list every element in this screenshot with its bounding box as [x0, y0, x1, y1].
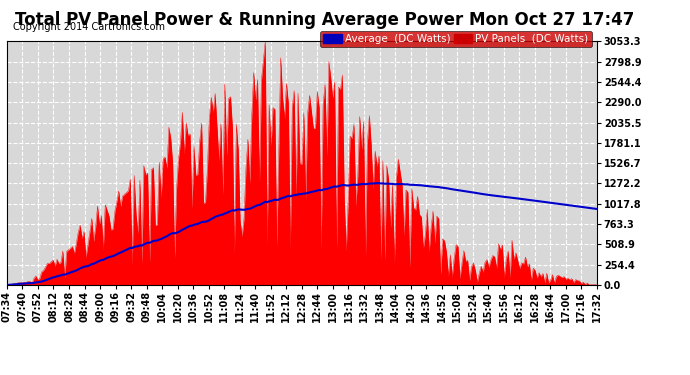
- Legend: Average  (DC Watts), PV Panels  (DC Watts): Average (DC Watts), PV Panels (DC Watts): [319, 31, 591, 47]
- Text: Copyright 2014 Cartronics.com: Copyright 2014 Cartronics.com: [13, 21, 165, 32]
- Text: Total PV Panel Power & Running Average Power Mon Oct 27 17:47: Total PV Panel Power & Running Average P…: [14, 11, 634, 29]
